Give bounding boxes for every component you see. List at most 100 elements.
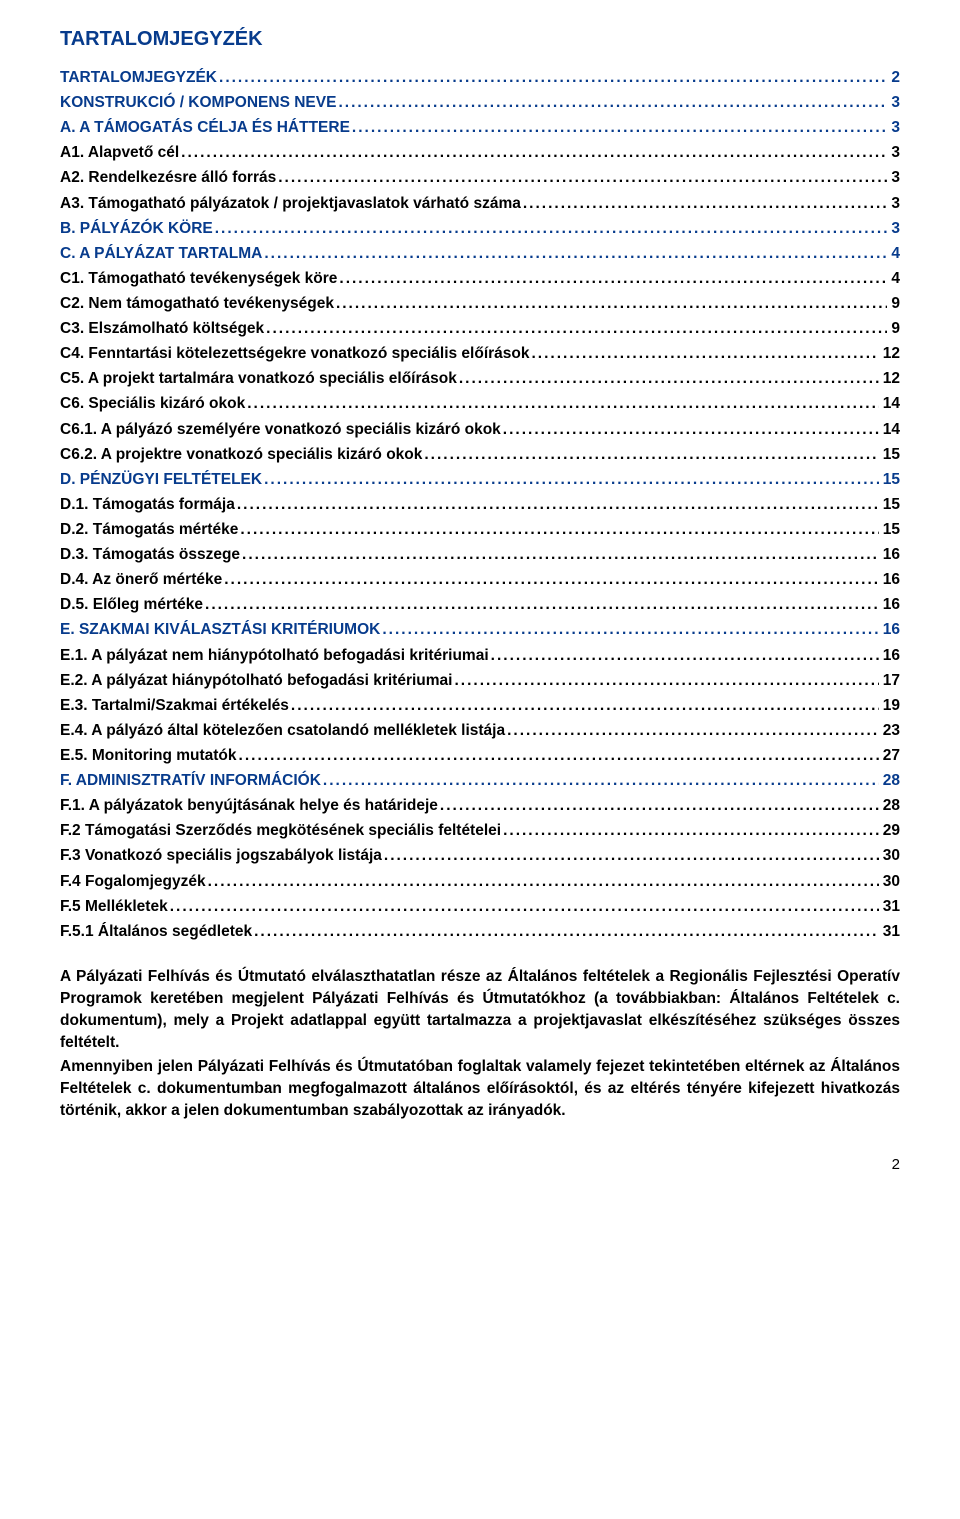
toc-entry-label: C3. Elszámolható költségek [60, 316, 264, 341]
toc-entry-page: 28 [879, 793, 900, 818]
toc-entry[interactable]: F.1. A pályázatok benyújtásának helye és… [60, 793, 900, 818]
toc-entry-page: 14 [879, 417, 900, 442]
toc-entry[interactable]: C3. Elszámolható költségek9 [60, 316, 900, 341]
toc-entry[interactable]: A3. Támogatható pályázatok / projektjava… [60, 191, 900, 216]
toc-entry[interactable]: F.5 Mellékletek31 [60, 894, 900, 919]
toc-leader-dots [380, 617, 878, 642]
toc-entry-page: 31 [879, 919, 900, 944]
toc-entry[interactable]: F.4 Fogalomjegyzék30 [60, 869, 900, 894]
toc-entry-page: 15 [879, 467, 900, 492]
toc-entry-page: 27 [879, 743, 900, 768]
toc-entry-page: 19 [879, 693, 900, 718]
toc-entry[interactable]: C. A PÁLYÁZAT TARTALMA4 [60, 241, 900, 266]
toc-entry[interactable]: A2. Rendelkezésre álló forrás3 [60, 165, 900, 190]
toc-entry-label: E.2. A pályázat hiánypótolható befogadás… [60, 668, 452, 693]
toc-entry-label: E.1. A pályázat nem hiánypótolható befog… [60, 643, 489, 668]
toc-leader-dots [505, 718, 879, 743]
toc-entry[interactable]: C1. Támogatható tevékenységek köre4 [60, 266, 900, 291]
toc-entry-page: 16 [879, 592, 900, 617]
toc-entry-page: 2 [887, 65, 900, 90]
toc-entry[interactable]: E.2. A pályázat hiánypótolható befogadás… [60, 668, 900, 693]
toc-entry[interactable]: D.5. Előleg mértéke 16 [60, 592, 900, 617]
toc-entry[interactable]: C2. Nem támogatható tevékenységek9 [60, 291, 900, 316]
toc-leader-dots [168, 894, 879, 919]
toc-leader-dots [382, 843, 879, 868]
toc-entry-label: D.5. Előleg mértéke [60, 592, 203, 617]
toc-leader-dots [489, 643, 879, 668]
toc-entry-label: E.4. A pályázó által kötelezően csatolan… [60, 718, 505, 743]
toc-entry-label: C2. Nem támogatható tevékenységek [60, 291, 334, 316]
toc-entry-page: 16 [879, 567, 900, 592]
toc-entry-page: 30 [879, 869, 900, 894]
toc-leader-dots [334, 291, 887, 316]
toc-entry-label: F.5.1 Általános segédletek [60, 919, 252, 944]
toc-leader-dots [237, 743, 879, 768]
toc-entry-label: D.2. Támogatás mértéke [60, 517, 238, 542]
toc-entry[interactable]: D.1. Támogatás formája15 [60, 492, 900, 517]
toc-entry-page: 15 [879, 442, 900, 467]
toc-entry-label: F.1. A pályázatok benyújtásának helye és… [60, 793, 438, 818]
toc-entry[interactable]: C6.2. A projektre vonatkozó speciális ki… [60, 442, 900, 467]
toc-entry-label: D. PÉNZÜGYI FELTÉTELEK [60, 467, 262, 492]
toc-entry-page: 30 [879, 843, 900, 868]
toc-entry-page: 28 [879, 768, 900, 793]
toc-entry-page: 3 [887, 115, 900, 140]
toc-entry[interactable]: F.5.1 Általános segédletek 31 [60, 919, 900, 944]
toc-entry[interactable]: E. SZAKMAI KIVÁLASZTÁSI KRITÉRIUMOK16 [60, 617, 900, 642]
toc-leader-dots [264, 316, 887, 341]
toc-entry[interactable]: E.4. A pályázó által kötelezően csatolan… [60, 718, 900, 743]
toc-entry-page: 15 [879, 492, 900, 517]
toc-entry-page: 3 [887, 191, 900, 216]
toc-entry[interactable]: C6.1. A pályázó személyére vonatkozó spe… [60, 417, 900, 442]
toc-entry-page: 29 [879, 818, 900, 843]
toc-leader-dots [213, 216, 888, 241]
toc-entry[interactable]: F.2 Támogatási Szerződés megkötésének sp… [60, 818, 900, 843]
toc-entry[interactable]: D. PÉNZÜGYI FELTÉTELEK 15 [60, 467, 900, 492]
toc-entry-label: A3. Támogatható pályázatok / projektjava… [60, 191, 521, 216]
toc-entry-label: TARTALOMJEGYZÉK [60, 65, 217, 90]
toc-entry[interactable]: KONSTRUKCIÓ / KOMPONENS NEVE 3 [60, 90, 900, 115]
toc-entry-label: E.5. Monitoring mutatók [60, 743, 237, 768]
toc-entry-label: F.3 Vonatkozó speciális jogszabályok lis… [60, 843, 382, 868]
toc-entry[interactable]: C5. A projekt tartalmára vonatkozó speci… [60, 366, 900, 391]
toc-entry-page: 14 [879, 391, 900, 416]
toc-entry-page: 3 [887, 140, 900, 165]
toc-entry-page: 3 [887, 90, 900, 115]
toc-leader-dots [238, 517, 878, 542]
toc-leader-dots [276, 165, 887, 190]
toc-entry[interactable]: TARTALOMJEGYZÉK 2 [60, 65, 900, 90]
toc-leader-dots [521, 191, 888, 216]
toc-entry-label: D.4. Az önerő mértéke [60, 567, 222, 592]
toc-leader-dots [252, 919, 879, 944]
toc-entry[interactable]: F. ADMINISZTRATÍV INFORMÁCIÓK28 [60, 768, 900, 793]
toc-entry[interactable]: E.1. A pályázat nem hiánypótolható befog… [60, 643, 900, 668]
toc-entry-page: 4 [887, 266, 900, 291]
toc-entry[interactable]: F.3 Vonatkozó speciális jogszabályok lis… [60, 843, 900, 868]
toc-entry[interactable]: D.4. Az önerő mértéke 16 [60, 567, 900, 592]
toc-leader-dots [336, 90, 887, 115]
page-title: TARTALOMJEGYZÉK [60, 28, 900, 51]
page-number: 2 [60, 1156, 900, 1173]
toc-leader-dots [452, 668, 878, 693]
toc-entry[interactable]: D.3. Támogatás összege16 [60, 542, 900, 567]
toc-leader-dots [422, 442, 878, 467]
toc-entry[interactable]: C6. Speciális kizáró okok14 [60, 391, 900, 416]
toc-entry-page: 17 [879, 668, 900, 693]
toc-entry-label: A. A TÁMOGATÁS CÉLJA ÉS HÁTTERE [60, 115, 350, 140]
toc-entry-label: B. PÁLYÁZÓK KÖRE [60, 216, 213, 241]
toc-entry-label: KONSTRUKCIÓ / KOMPONENS NEVE [60, 90, 336, 115]
toc-entry-label: F.5 Mellékletek [60, 894, 168, 919]
toc-leader-dots [530, 341, 879, 366]
toc-entry[interactable]: D.2. Támogatás mértéke15 [60, 517, 900, 542]
toc-leader-dots [501, 417, 879, 442]
toc-leader-dots [245, 391, 879, 416]
toc-entry[interactable]: A1. Alapvető cél3 [60, 140, 900, 165]
toc-entry[interactable]: E.5. Monitoring mutatók 27 [60, 743, 900, 768]
toc-entry[interactable]: E.3. Tartalmi/Szakmai értékelés19 [60, 693, 900, 718]
toc-entry[interactable]: B. PÁLYÁZÓK KÖRE3 [60, 216, 900, 241]
toc-entry-label: C6.2. A projektre vonatkozó speciális ki… [60, 442, 422, 467]
toc-entry-page: 16 [879, 617, 900, 642]
toc-entry[interactable]: C4. Fenntartási kötelezettségekre vonatk… [60, 341, 900, 366]
toc-entry[interactable]: A. A TÁMOGATÁS CÉLJA ÉS HÁTTERE 3 [60, 115, 900, 140]
toc-leader-dots [438, 793, 879, 818]
